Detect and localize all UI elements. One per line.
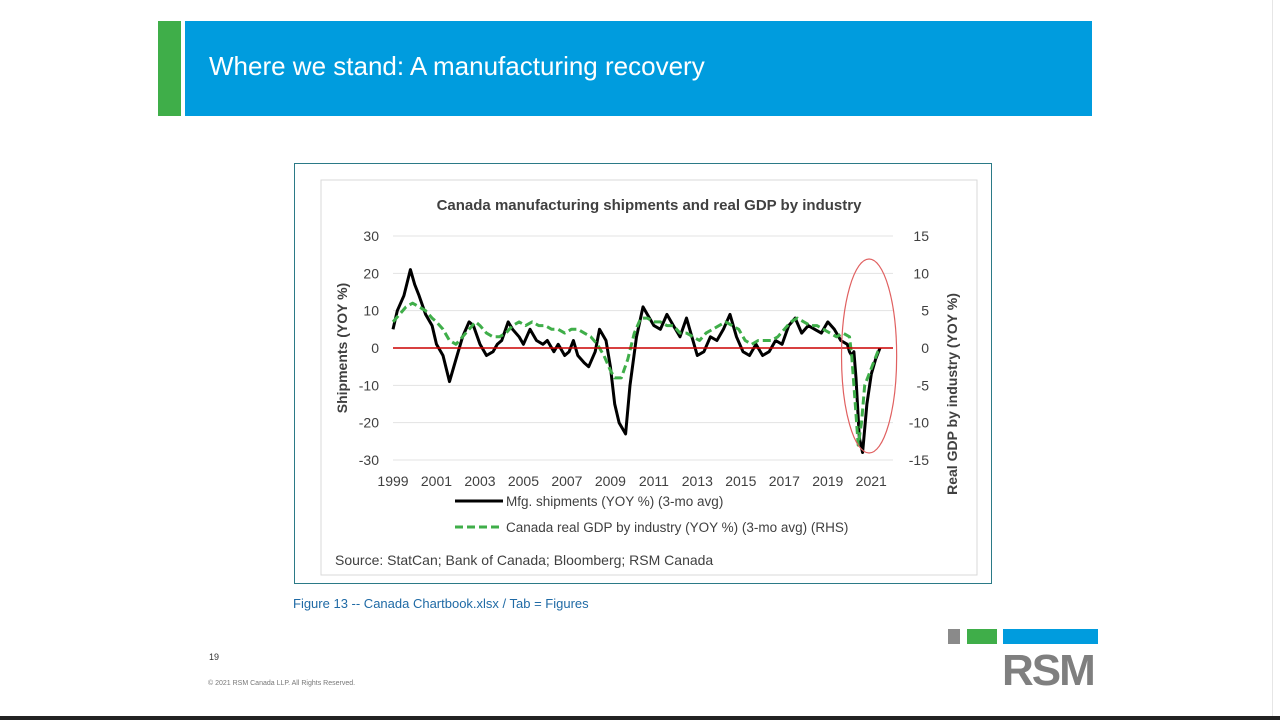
y2-tick-label: 0 [921,340,929,356]
chart-source-note: Source: StatCan; Bank of Canada; Bloombe… [335,552,713,568]
y-tick-label: 10 [363,303,379,319]
chart-svg: Canada manufacturing shipments and real … [320,179,978,576]
x-tick-label: 2015 [725,473,756,489]
copyright-notice: © 2021 RSM Canada LLP. All Rights Reserv… [208,680,356,687]
y2-tick-label: 5 [921,303,929,319]
logo-gray-bar [948,629,960,644]
y2-tick-label: -15 [909,452,929,468]
x-tick-label: 2001 [421,473,452,489]
x-tick-label: 2009 [595,473,626,489]
x-axis-ticks: 1999 2001 2003 2005 2007 2009 2011 2013 2015 2017… [377,473,887,489]
x-tick-label: 2007 [551,473,582,489]
window-right-edge [1272,0,1280,716]
legend-label: Mfg. shipments (YOY %) (3-mo avg) [506,494,723,509]
title-accent-gap [181,21,185,116]
series-line-gdp [391,301,882,447]
y-tick-label: -30 [359,452,379,468]
chart-series-layer [391,268,882,454]
left-axis-ticks: 30 20 10 0 -10 -20 -30 [359,228,379,468]
figure-caption: Figure 13 -- Canada Chartbook.xlsx / Tab… [293,596,589,611]
legend-label: Canada real GDP by industry (YOY %) (3-m… [506,520,848,535]
y-tick-label: -20 [359,415,379,431]
y-tick-label: -10 [359,377,379,393]
chart-plot-area-border [320,179,978,576]
x-tick-label: 2003 [464,473,495,489]
slide-title: Where we stand: A manufacturing recovery [209,51,705,81]
rsm-logo: RSM [948,628,1098,694]
logo-blue-bar [1003,629,1098,644]
y2-tick-label: 10 [913,265,929,281]
y2-tick-label: 15 [913,228,929,244]
y2-tick-label: -10 [909,415,929,431]
x-tick-label: 2019 [812,473,843,489]
y2-axis-label: Real GDP by industry (YOY %) [944,293,960,495]
right-axis-ticks: 15 10 5 0 -5 -10 -15 [909,228,929,468]
logo-text: RSM [1002,646,1096,695]
x-tick-label: 2011 [639,473,669,489]
x-tick-label: 2013 [682,473,713,489]
chart-legend: Mfg. shipments (YOY %) (3-mo avg) Canada … [455,494,848,535]
x-tick-label: 2021 [856,473,887,489]
y-tick-label: 30 [363,228,379,244]
x-tick-label: 1999 [377,473,408,489]
y-tick-label: 20 [363,265,379,281]
y2-tick-label: -5 [917,377,930,393]
chart-title: Canada manufacturing shipments and real … [437,197,862,214]
title-accent-stripe [158,21,181,116]
y-tick-label: 0 [371,340,379,356]
series-line-shipments [391,268,882,454]
y-axis-label: Shipments (YOY %) [334,283,350,413]
x-tick-label: 2017 [769,473,800,489]
bottom-border [0,716,1280,720]
x-tick-label: 2005 [508,473,539,489]
chart-frame: Canada manufacturing shipments and real … [294,163,992,584]
logo-green-bar [967,629,997,644]
page-number: 19 [209,652,220,662]
title-banner: Where we stand: A manufacturing recovery [158,21,1092,116]
highlight-ellipse [840,258,898,454]
